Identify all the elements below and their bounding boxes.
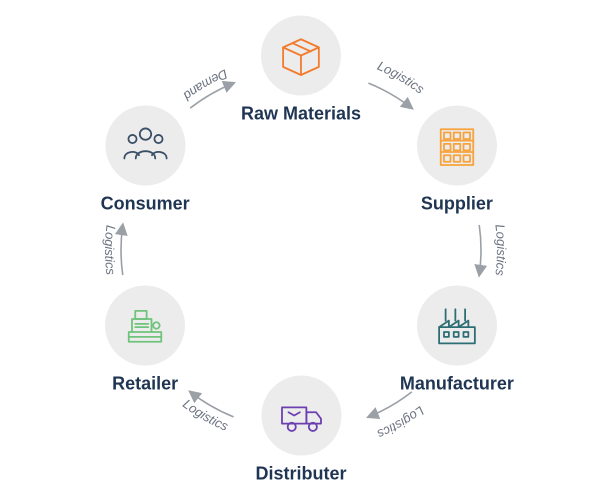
node-label: Raw Materials xyxy=(241,104,361,125)
edge-supplier-to-manufacturer xyxy=(479,225,481,275)
node-supplier: Supplier xyxy=(417,106,497,215)
register-icon xyxy=(105,286,185,366)
node-distributer: Distributer xyxy=(255,376,346,485)
factory-icon xyxy=(417,286,497,366)
edge-label: Logistics xyxy=(102,224,119,276)
people-icon xyxy=(105,106,185,186)
node-manufacturer: Manufacturer xyxy=(400,286,514,395)
edge-manufacturer-to-distributer xyxy=(368,392,411,417)
supply-chain-cycle-diagram: Logistics Logistics Logistics Logistics Logi… xyxy=(0,0,602,501)
edge-raw-to-supplier xyxy=(368,83,411,108)
edge-label: Logistics xyxy=(180,396,231,434)
edge-label: Logistics xyxy=(375,403,428,442)
node-retailer: Retailer xyxy=(105,286,185,395)
node-label: Manufacturer xyxy=(400,374,514,395)
truck-icon xyxy=(261,376,341,456)
edge-retailer-to-consumer xyxy=(121,225,123,275)
edges-layer: Logistics Logistics Logistics Logistics Logi… xyxy=(0,0,602,501)
box-icon xyxy=(261,16,341,96)
node-consumer: Consumer xyxy=(101,106,190,215)
node-label: Supplier xyxy=(421,194,493,215)
node-raw: Raw Materials xyxy=(241,16,361,125)
node-label: Consumer xyxy=(101,194,190,215)
edge-label: Demand xyxy=(180,67,230,104)
shelf-icon xyxy=(417,106,497,186)
node-label: Retailer xyxy=(112,374,178,395)
edge-label: Logistics xyxy=(375,58,427,97)
edge-label: Logistics xyxy=(492,223,509,277)
edge-distributer-to-retailer xyxy=(190,392,233,417)
edge-consumer-to-raw xyxy=(190,83,233,108)
node-label: Distributer xyxy=(255,464,346,485)
